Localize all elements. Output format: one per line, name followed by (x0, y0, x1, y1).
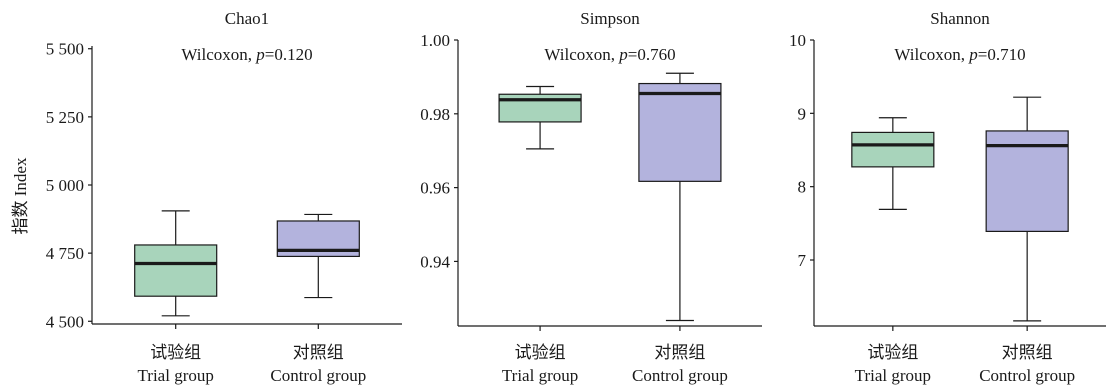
x-tick-label-en: Control group (270, 366, 366, 385)
y-tick-label: 5 250 (46, 108, 84, 127)
y-tick-label: 10 (789, 31, 806, 50)
iqr-box (638, 82, 722, 182)
y-tick-label: 5 500 (46, 40, 84, 59)
y-tick-label: 4 500 (46, 312, 84, 331)
annotation-p-value: =0.760 (628, 45, 676, 64)
box-control (638, 72, 722, 331)
panel-title: Simpson (580, 9, 640, 28)
x-tick-label-en: Trial group (502, 366, 578, 385)
box-control (276, 213, 360, 329)
iqr-box (851, 131, 935, 168)
y-tick-label: 5 000 (46, 176, 84, 195)
y-tick-label: 0.98 (420, 105, 450, 124)
wilcoxon-annotation: Wilcoxon, p=0.760 (544, 45, 675, 64)
box-trial (498, 85, 582, 331)
annotation-prefix: Wilcoxon, (181, 45, 256, 64)
box-trial (134, 210, 218, 329)
panel-chao1: Chao1 Wilcoxon, p=0.120 4 500 4 750 5 000 5 2… (46, 9, 402, 385)
annotation-p-value: =0.710 (978, 45, 1026, 64)
box-trial (851, 117, 935, 331)
panel-title: Shannon (930, 9, 990, 28)
x-tick-label-cn: 试验组 (515, 343, 566, 362)
iqr-box (134, 244, 218, 297)
panel-shannon: Shannon Wilcoxon, p=0.710 7 8 9 10 试验组 Trial gr… (789, 9, 1106, 385)
y-tick-label: 0.94 (420, 252, 450, 271)
x-tick-label-en: Control group (632, 366, 728, 385)
x-tick-label-cn: 对照组 (654, 343, 705, 362)
annotation-p-symbol: p (968, 45, 978, 64)
annotation-p-symbol: p (255, 45, 265, 64)
y-tick-label: 7 (798, 251, 807, 270)
wilcoxon-annotation: Wilcoxon, p=0.710 (894, 45, 1025, 64)
y-axis-label: 指数 Index (11, 157, 30, 234)
annotation-p-value: =0.120 (265, 45, 313, 64)
y-tick-label: 8 (798, 178, 807, 197)
annotation-p-symbol: p (618, 45, 628, 64)
x-tick-label-cn: 试验组 (150, 343, 201, 362)
x-tick-label-cn: 对照组 (293, 343, 344, 362)
y-tick-label: 0.96 (420, 179, 450, 198)
annotation-prefix: Wilcoxon, (544, 45, 619, 64)
x-tick-label-en: Control group (979, 366, 1075, 385)
x-tick-label-cn: 试验组 (867, 343, 918, 362)
x-tick-label-cn: 对照组 (1002, 343, 1053, 362)
x-tick-label-en: Trial group (138, 366, 214, 385)
box-control (985, 96, 1069, 331)
y-tick-label: 1.00 (420, 31, 450, 50)
y-tick-label: 4 750 (46, 244, 84, 263)
y-tick-label: 9 (798, 104, 807, 123)
panel-title: Chao1 (225, 9, 269, 28)
panel-simpson: Simpson Wilcoxon, p=0.760 0.94 0.96 0.98 1.00… (420, 9, 762, 385)
annotation-prefix: Wilcoxon, (894, 45, 969, 64)
wilcoxon-annotation: Wilcoxon, p=0.120 (181, 45, 312, 64)
iqr-box (985, 130, 1069, 233)
x-tick-label-en: Trial group (855, 366, 931, 385)
